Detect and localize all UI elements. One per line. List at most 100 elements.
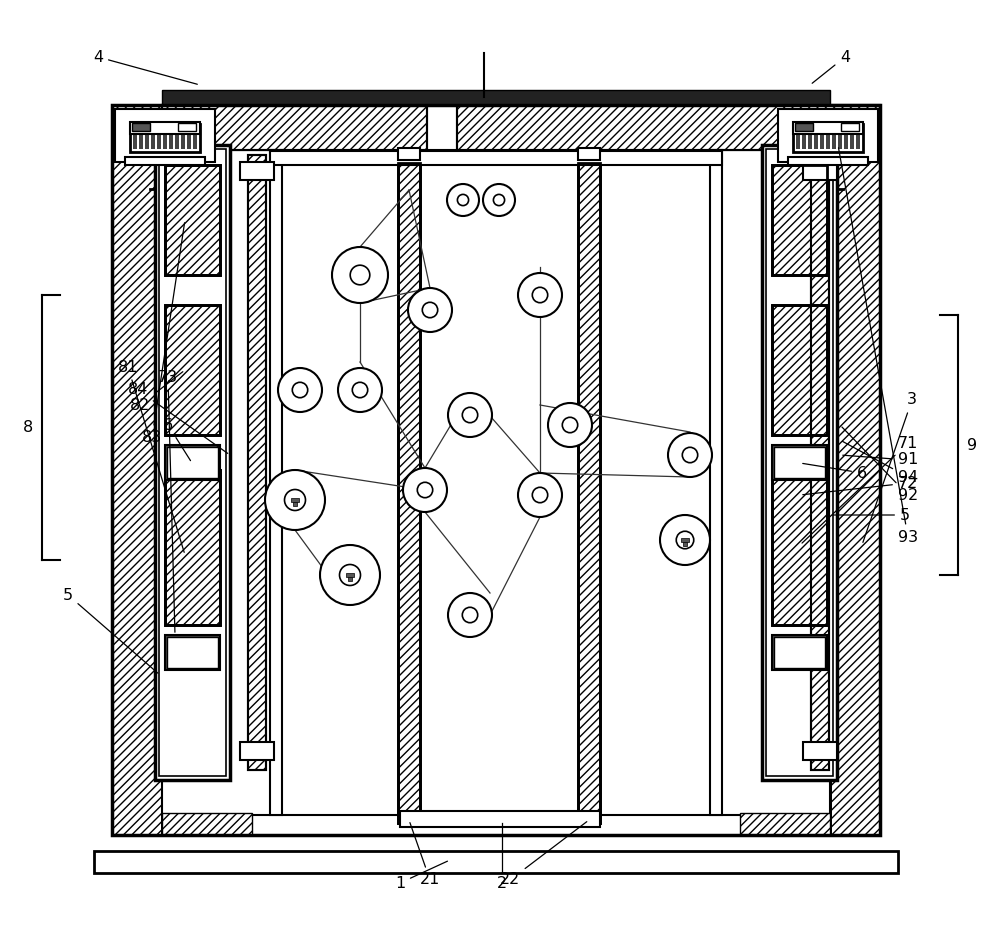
Bar bbox=[740, 813, 830, 835]
Bar bbox=[772, 470, 827, 625]
Bar bbox=[838, 129, 842, 149]
Bar bbox=[398, 148, 420, 160]
Bar bbox=[291, 498, 299, 502]
Circle shape bbox=[417, 482, 433, 497]
Bar bbox=[162, 813, 252, 835]
Bar bbox=[793, 124, 863, 152]
Bar bbox=[802, 129, 806, 149]
Bar bbox=[181, 129, 185, 149]
Circle shape bbox=[320, 545, 380, 605]
Bar bbox=[578, 163, 600, 823]
Bar bbox=[796, 129, 800, 149]
Bar bbox=[162, 105, 427, 150]
Bar bbox=[130, 122, 200, 134]
Bar bbox=[94, 851, 898, 873]
Circle shape bbox=[265, 470, 325, 530]
Bar bbox=[803, 162, 837, 180]
Bar bbox=[133, 129, 137, 149]
Bar bbox=[165, 305, 220, 435]
Text: 3: 3 bbox=[863, 393, 917, 542]
Bar bbox=[772, 635, 827, 670]
Bar bbox=[850, 129, 854, 149]
Circle shape bbox=[668, 433, 712, 477]
Bar bbox=[151, 129, 155, 149]
Bar bbox=[803, 742, 837, 760]
Circle shape bbox=[518, 273, 562, 317]
Circle shape bbox=[350, 266, 370, 285]
Text: 5: 5 bbox=[833, 508, 910, 523]
Bar bbox=[162, 90, 830, 105]
Bar bbox=[178, 123, 196, 131]
Bar bbox=[163, 129, 167, 149]
Circle shape bbox=[518, 473, 562, 517]
Bar bbox=[165, 470, 220, 625]
Bar bbox=[346, 573, 354, 577]
Bar bbox=[125, 157, 205, 165]
Bar bbox=[683, 542, 687, 546]
Text: 94: 94 bbox=[842, 441, 918, 484]
Bar bbox=[400, 811, 600, 827]
Bar bbox=[112, 105, 880, 835]
Bar bbox=[830, 105, 880, 835]
Bar bbox=[820, 129, 824, 149]
Bar bbox=[157, 129, 161, 149]
Text: 73: 73 bbox=[158, 369, 178, 632]
Bar bbox=[793, 122, 863, 134]
Text: 6: 6 bbox=[803, 464, 867, 481]
Circle shape bbox=[676, 531, 694, 549]
Bar bbox=[115, 109, 215, 162]
Bar bbox=[162, 90, 830, 105]
Bar bbox=[293, 502, 297, 506]
Bar bbox=[841, 123, 859, 131]
Text: 93: 93 bbox=[838, 148, 918, 544]
Bar bbox=[132, 123, 150, 131]
Bar bbox=[398, 163, 420, 823]
Bar bbox=[772, 305, 827, 435]
Text: 8: 8 bbox=[23, 421, 33, 436]
Bar bbox=[762, 145, 837, 780]
Bar bbox=[159, 149, 226, 776]
Bar bbox=[795, 123, 813, 131]
Circle shape bbox=[285, 490, 306, 511]
Bar bbox=[772, 445, 827, 480]
Bar bbox=[240, 742, 274, 760]
Bar bbox=[112, 105, 162, 835]
Bar bbox=[112, 105, 162, 835]
Circle shape bbox=[548, 403, 592, 447]
Bar bbox=[165, 305, 220, 435]
Bar bbox=[139, 129, 143, 149]
Bar bbox=[457, 105, 880, 150]
Bar bbox=[270, 150, 282, 815]
Text: 84: 84 bbox=[128, 382, 228, 453]
Bar bbox=[248, 155, 266, 770]
Text: 83: 83 bbox=[142, 223, 185, 445]
Bar bbox=[826, 129, 830, 149]
Bar bbox=[162, 150, 830, 815]
Circle shape bbox=[408, 288, 452, 332]
Circle shape bbox=[532, 487, 548, 503]
Text: 9: 9 bbox=[967, 438, 977, 453]
Circle shape bbox=[332, 247, 388, 303]
Bar bbox=[772, 165, 827, 275]
Circle shape bbox=[447, 184, 479, 216]
Bar bbox=[811, 155, 829, 770]
Text: 91: 91 bbox=[843, 453, 918, 468]
Text: 81: 81 bbox=[118, 359, 184, 553]
Text: 72: 72 bbox=[803, 476, 918, 495]
Text: 22: 22 bbox=[500, 822, 587, 887]
Bar bbox=[772, 305, 827, 435]
Bar bbox=[112, 105, 880, 835]
Bar bbox=[398, 163, 420, 823]
Bar bbox=[165, 165, 220, 275]
Bar bbox=[165, 635, 220, 670]
Text: 4: 4 bbox=[93, 50, 197, 84]
Bar bbox=[811, 155, 829, 770]
Circle shape bbox=[493, 194, 505, 206]
Text: 1: 1 bbox=[395, 861, 447, 890]
Circle shape bbox=[462, 408, 478, 423]
Circle shape bbox=[682, 447, 698, 463]
Text: 71: 71 bbox=[802, 436, 918, 543]
Text: 4: 4 bbox=[812, 50, 850, 83]
Circle shape bbox=[562, 417, 578, 433]
Circle shape bbox=[660, 515, 710, 565]
